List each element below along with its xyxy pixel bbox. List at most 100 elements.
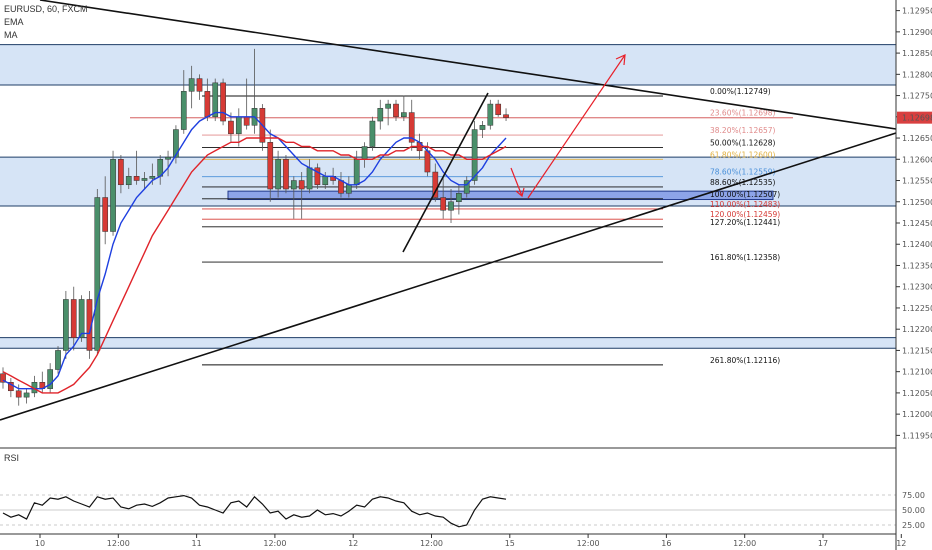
candle-body (306, 167, 313, 190)
candle-body (102, 197, 109, 232)
candle-body (94, 197, 101, 351)
fib-label: 0.00%(1.12749) (710, 87, 771, 96)
candle-body (173, 129, 179, 158)
price-tick-label: 1.12400 (902, 240, 932, 249)
time-tick-label: 12:00 (577, 539, 600, 548)
candle-body (204, 91, 211, 118)
time-tick-label: 12:00 (420, 539, 443, 548)
candle-body (487, 103, 494, 126)
candle-body (110, 159, 116, 232)
resistance-trendline (39, 0, 897, 130)
highlight-box (227, 190, 774, 201)
candle-body (338, 180, 344, 194)
fib-label: 38.20%(1.12657) (710, 126, 776, 135)
candle-body (495, 103, 502, 115)
candle-body (361, 146, 368, 160)
rsi-line (2, 494, 507, 528)
price-tick-label: 1.11950 (902, 431, 932, 440)
price-tick-label: 1.12450 (902, 219, 932, 228)
candle-body (393, 103, 399, 118)
candle-body (47, 369, 54, 389)
ma-line (2, 137, 507, 394)
candle-body (401, 112, 407, 118)
current-price-tag (897, 111, 932, 124)
candle-body (267, 142, 274, 190)
rsi-layer (0, 494, 896, 528)
time-tick-label: 10 (35, 539, 45, 548)
candle-body (314, 167, 321, 186)
fib-label: 161.80%(1.12358) (710, 253, 780, 262)
candle-body (220, 82, 226, 122)
price-tick-label: 1.12650 (902, 134, 932, 143)
zone-rect (0, 44, 896, 85)
wedge-line (402, 92, 489, 253)
price-tick-label: 1.12150 (902, 346, 932, 355)
candles-layer (0, 48, 509, 406)
time-tick-label: 12 (348, 539, 358, 548)
time-tick-label: 11 (192, 539, 202, 548)
candle-body (479, 125, 486, 130)
symbol-title: EURUSD, 60, FXCM (4, 4, 88, 14)
candle-body (55, 350, 61, 370)
candle-body (15, 390, 22, 398)
zone-rect (0, 337, 896, 349)
moving-averages-layer (2, 111, 507, 394)
price-tick-label: 1.12550 (902, 177, 932, 186)
time-tick-label: 16 (661, 539, 671, 548)
drawings-layer (0, 0, 897, 421)
price-tick-label: 1.12500 (902, 198, 932, 207)
time-tick-label: 15 (505, 539, 515, 548)
price-tick-label: 1.12000 (902, 410, 932, 419)
fib-label: 127.20%(1.12441) (710, 218, 780, 227)
fib-label: 50.00%(1.12628) (710, 138, 776, 147)
fib-label: 23.60%(1.12698) (710, 109, 776, 118)
candle-body (188, 78, 195, 92)
price-tick-label: 1.12800 (902, 70, 932, 79)
rsi-title: RSI (4, 453, 20, 463)
price-tick-label: 1.12600 (902, 155, 932, 164)
candle-body (125, 176, 132, 186)
candle-body (196, 78, 203, 92)
candle-body (298, 180, 305, 190)
zones-layer (0, 44, 896, 349)
candle-body (118, 159, 124, 186)
candle-body (243, 116, 250, 126)
candle-body (275, 159, 281, 190)
up-arrow-shaft (527, 54, 626, 199)
fib-label: 261.80%(1.12116) (710, 356, 780, 365)
candle-body (385, 103, 391, 109)
candle-body (235, 116, 242, 135)
candle-body (440, 197, 447, 211)
price-tick-label: 1.12100 (902, 368, 932, 377)
candle-body (283, 159, 289, 190)
candle-body (180, 91, 187, 130)
candle-body (228, 120, 234, 135)
candle-body (353, 159, 360, 186)
time-tick-label: 12:00 (107, 539, 130, 548)
candle-body (290, 180, 297, 190)
indicator-label-ema: EMA (4, 17, 24, 27)
candle-body (369, 120, 376, 147)
candle-body (63, 299, 69, 351)
time-tick-label: 12 (896, 539, 906, 548)
candle-body (70, 299, 77, 338)
price-tick-label: 1.12750 (902, 92, 932, 101)
rsi-tick-label: 75.00 (902, 491, 925, 500)
candle-body (0, 373, 6, 383)
candle-body (78, 299, 85, 338)
candle-body (322, 176, 329, 186)
rsi-tick-label: 25.00 (902, 521, 925, 530)
ema-line (2, 111, 507, 390)
up-arrow-head (615, 54, 626, 66)
price-tick-label: 1.12350 (902, 261, 932, 270)
candle-body (23, 392, 30, 398)
price-tick-label: 1.12250 (902, 304, 932, 313)
time-tick-label: 17 (818, 539, 828, 548)
candle-body (141, 178, 148, 181)
time-tick-label: 12:00 (733, 539, 756, 548)
candle-body (165, 156, 171, 160)
fib-label: 110.00%(1.12483) (710, 200, 780, 209)
candle-body (456, 193, 462, 203)
